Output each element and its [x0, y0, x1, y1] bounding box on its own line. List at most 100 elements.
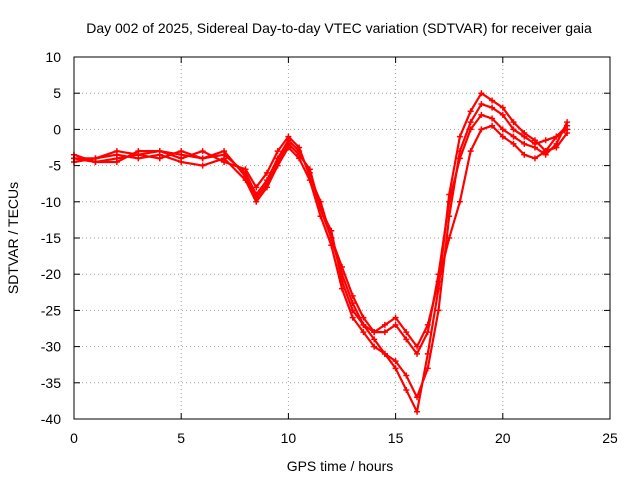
- series-line-track-1: [72, 102, 569, 399]
- data-point: [221, 158, 228, 165]
- x-tick-label: 5: [177, 430, 185, 446]
- data-point: [489, 104, 496, 111]
- y-tick-label: -20: [41, 266, 61, 282]
- axis-ticks: [73, 56, 611, 420]
- data-point: [274, 148, 281, 155]
- data-point: [414, 408, 421, 415]
- data-point: [478, 126, 485, 133]
- x-axis-label: GPS time / hours: [287, 458, 394, 474]
- data-point: [510, 140, 517, 147]
- data-point: [263, 180, 270, 187]
- data-point: [392, 358, 399, 365]
- series-line-track-3: [72, 113, 569, 355]
- data-point: [456, 133, 463, 140]
- data-point: [296, 144, 303, 151]
- data-point: [553, 144, 560, 151]
- data-point: [392, 314, 399, 321]
- data-point: [360, 329, 367, 336]
- data-point: [381, 350, 388, 357]
- y-tick-label: 0: [53, 121, 61, 137]
- data-point: [371, 343, 378, 350]
- data-point: [489, 122, 496, 129]
- data-point: [328, 227, 335, 234]
- data-point: [392, 321, 399, 328]
- data-point: [446, 235, 453, 241]
- y-tick-label: 10: [45, 49, 61, 65]
- series-line-track-2: [72, 92, 569, 413]
- data-point: [199, 148, 206, 155]
- data-point: [306, 166, 313, 173]
- data-point: [242, 173, 249, 180]
- data-point: [564, 130, 571, 137]
- y-axis-label: SDTVAR / TECUs: [5, 182, 21, 294]
- data-point: [510, 119, 517, 126]
- data-point: [435, 307, 442, 314]
- data-point: [253, 184, 260, 191]
- y-tick-label: 5: [53, 85, 61, 101]
- data-point: [456, 155, 463, 162]
- data-point: [542, 148, 549, 155]
- data-point: [199, 162, 206, 169]
- data-point: [456, 198, 463, 205]
- data-point: [521, 140, 528, 147]
- series-line-track-4: [72, 124, 569, 348]
- data-point: [403, 372, 410, 379]
- data-point: [113, 158, 120, 165]
- y-tick-label: -35: [41, 375, 61, 391]
- data-point: [531, 144, 538, 151]
- data-point: [510, 126, 517, 133]
- data-point: [499, 111, 506, 118]
- data-point: [553, 133, 560, 140]
- data-point: [339, 278, 345, 285]
- y-tick-label: -10: [41, 194, 61, 210]
- data-point: [381, 321, 388, 328]
- data-point: [414, 343, 421, 350]
- data-point: [467, 148, 474, 155]
- data-point: [285, 133, 292, 140]
- data-point: [521, 151, 528, 158]
- y-tick-label: -40: [41, 411, 61, 427]
- grid: [74, 57, 610, 419]
- y-tick-label: -5: [49, 158, 62, 174]
- data-point: [424, 329, 431, 336]
- data-point: [253, 195, 260, 202]
- x-tick-labels: 0 5 10 15 20 25: [70, 430, 618, 446]
- data-point: [92, 155, 99, 162]
- data-point: [349, 307, 356, 314]
- data-point: [360, 321, 367, 328]
- x-tick-label: 25: [602, 430, 618, 446]
- x-tick-label: 10: [281, 430, 297, 446]
- data-point: [467, 108, 474, 115]
- data-point: [242, 166, 249, 173]
- y-tick-labels: 10 5 0 -5 -10 -15 -20 -25 -30 -35 -40: [41, 49, 61, 427]
- data-point: [489, 97, 496, 104]
- data-point: [478, 101, 485, 108]
- data-point: [392, 365, 399, 372]
- chart-title: Day 002 of 2025, Sidereal Day-to-day VTE…: [86, 20, 592, 36]
- data-point: [135, 151, 142, 158]
- data-point: [285, 140, 292, 147]
- data-point: [542, 137, 549, 144]
- data-point: [403, 387, 410, 394]
- data-point: [564, 119, 571, 126]
- data-point: [349, 314, 356, 321]
- data-point: [403, 336, 410, 343]
- data-point: [446, 198, 453, 205]
- y-tick-label: -25: [41, 302, 61, 318]
- data-point: [499, 104, 506, 111]
- data-point: [113, 148, 120, 155]
- data-point: [521, 130, 528, 137]
- x-tick-label: 15: [388, 430, 404, 446]
- data-point: [403, 329, 410, 336]
- data-point: [435, 278, 442, 285]
- data-point: [489, 115, 496, 122]
- data-point: [371, 329, 378, 336]
- data-point: [274, 158, 281, 165]
- data-point: [178, 148, 185, 155]
- data-point: [221, 148, 228, 155]
- y-tick-label: -15: [41, 230, 61, 246]
- data-point: [424, 350, 431, 357]
- data-point: [199, 155, 206, 162]
- x-tick-label: 20: [495, 430, 511, 446]
